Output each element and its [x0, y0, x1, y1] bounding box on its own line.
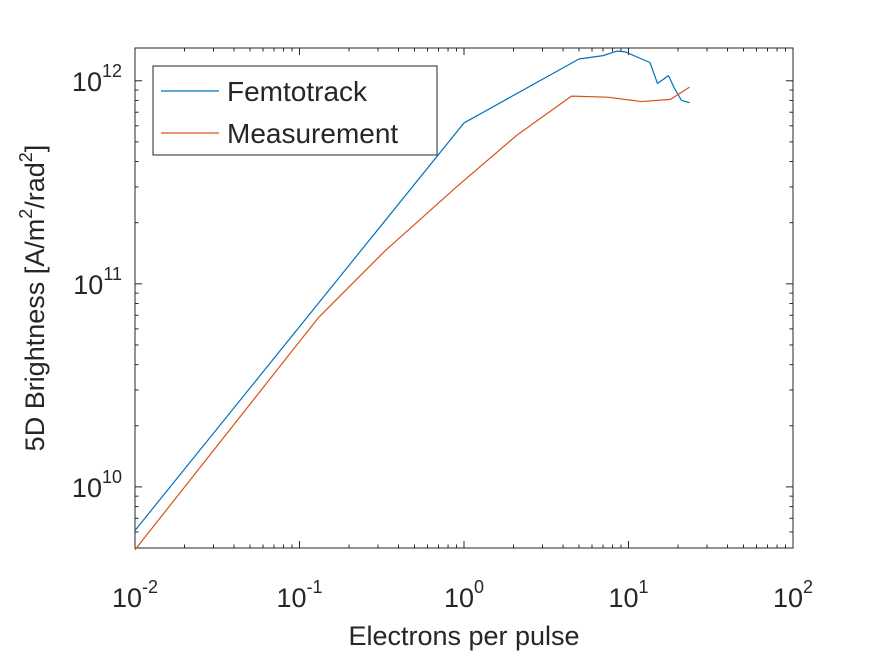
series-line-femtotrack	[134, 50, 690, 531]
x-tick-label: 102	[773, 577, 813, 613]
y-tick-label: 1012	[72, 61, 122, 97]
x-tick-label: 100	[444, 577, 484, 613]
series-line-measurement	[134, 86, 690, 551]
x-tick-label: 10-1	[276, 577, 322, 613]
y-tick-label: 1011	[73, 264, 122, 300]
x-axis-label: Electrons per pulse	[348, 621, 579, 651]
legend-label-femtotrack: Femtotrack	[227, 76, 368, 107]
x-tick-label: 101	[608, 577, 648, 613]
x-tick-label: 10-2	[112, 577, 158, 613]
legend: Femtotrack Measurement	[152, 65, 438, 156]
x-tick-labels: 10-2 10-1 100 101 102	[112, 577, 813, 613]
y-tick-labels: 1010 1011 1012	[72, 61, 122, 503]
legend-label-measurement: Measurement	[227, 118, 398, 149]
series-layer	[134, 50, 690, 551]
y-axis-label: 5D Brightness [A/m2/rad2]	[16, 145, 50, 452]
major-ticks	[134, 48, 794, 548]
minor-ticks	[135, 48, 793, 549]
legend-box	[152, 65, 438, 156]
y-tick-label: 1010	[72, 467, 122, 503]
